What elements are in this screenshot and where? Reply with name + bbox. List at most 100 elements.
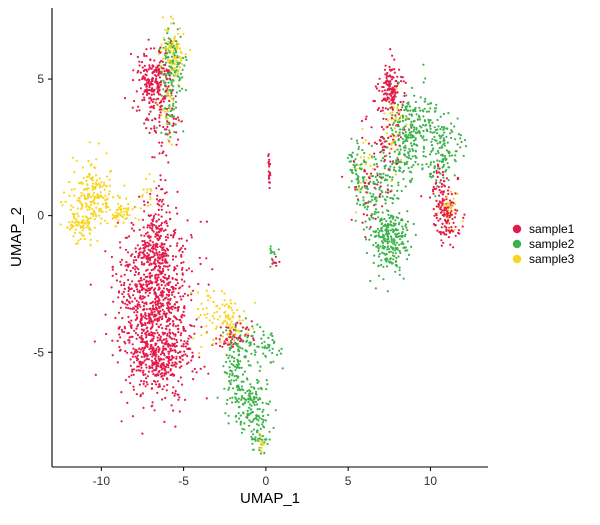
point-sample1 [153,129,156,132]
point-sample1 [180,321,183,324]
point-sample1 [402,100,405,103]
point-sample3 [77,215,80,218]
point-sample1 [268,186,271,190]
point-sample1 [141,331,144,335]
point-sample3 [108,178,111,181]
point-sample1 [442,179,446,183]
point-sample2 [276,353,279,356]
point-sample1 [122,290,125,293]
point-sample1 [152,372,155,376]
point-sample1 [129,307,132,310]
point-sample1 [160,144,163,147]
point-sample3 [127,203,130,206]
point-sample2 [402,142,405,145]
point-sample1 [146,260,150,263]
point-sample1 [159,272,162,275]
point-sample1 [118,349,122,352]
point-sample1 [438,188,441,192]
point-sample1 [136,325,139,328]
point-sample1 [274,261,277,264]
point-sample1 [179,319,182,322]
point-sample3 [105,152,108,155]
point-sample1 [120,258,124,261]
point-sample2 [438,134,441,137]
point-sample2 [394,260,398,263]
point-sample2 [184,89,187,92]
point-sample1 [463,213,466,216]
point-sample1 [134,247,137,250]
point-sample1 [362,213,365,216]
point-sample2 [175,91,178,94]
point-sample2 [391,251,395,254]
point-sample1 [135,369,138,372]
point-sample1 [174,325,177,328]
point-sample1 [446,189,450,192]
point-sample2 [371,198,374,202]
point-sample3 [223,299,226,302]
point-sample3 [389,112,392,115]
point-sample1 [205,220,208,223]
point-sample1 [127,278,130,282]
point-sample1 [144,291,147,294]
point-sample2 [365,238,368,241]
point-sample3 [205,332,208,335]
point-sample3 [174,67,177,70]
point-sample2 [256,429,259,432]
point-sample1 [392,88,395,92]
point-sample2 [428,119,431,122]
point-sample1 [172,324,175,327]
point-sample1 [163,332,167,335]
point-sample1 [141,432,144,435]
point-sample2 [406,210,409,213]
point-sample1 [163,372,166,375]
point-sample2 [350,170,353,173]
point-sample1 [132,373,135,376]
point-sample2 [427,165,430,168]
point-sample1 [146,235,149,238]
point-sample2 [397,232,400,235]
point-sample3 [88,232,91,235]
point-sample2 [437,167,440,170]
point-sample1 [163,338,166,341]
point-sample2 [380,263,383,267]
point-sample2 [374,287,377,290]
point-sample2 [415,113,418,116]
point-sample3 [180,62,184,65]
point-sample1 [171,255,175,258]
point-sample2 [464,145,468,148]
point-sample1 [145,336,148,339]
point-sample2 [401,119,404,123]
point-sample1 [166,233,169,236]
point-sample2 [168,104,171,107]
point-sample3 [176,45,179,49]
point-sample3 [122,221,125,224]
point-sample3 [196,291,200,294]
point-sample1 [156,254,159,257]
point-sample3 [232,323,235,326]
point-sample2 [273,253,276,256]
point-sample3 [260,446,263,449]
point-sample1 [140,288,144,291]
point-sample2 [238,417,241,420]
point-sample1 [142,369,145,372]
point-sample1 [157,200,160,203]
point-sample2 [228,366,231,369]
point-sample1 [172,236,175,239]
point-sample2 [164,49,167,52]
point-sample3 [102,196,105,199]
point-sample1 [229,332,232,336]
point-sample1 [117,291,120,294]
point-sample2 [422,63,425,66]
point-sample2 [374,208,378,211]
point-sample1 [435,216,438,220]
point-sample1 [158,152,161,155]
point-sample1 [142,283,145,286]
point-sample1 [164,327,167,330]
point-sample3 [169,15,172,18]
point-sample2 [374,183,377,186]
point-sample2 [404,185,407,188]
point-sample1 [160,292,163,295]
point-sample2 [247,364,251,367]
point-sample1 [169,349,172,352]
point-sample2 [394,232,397,235]
